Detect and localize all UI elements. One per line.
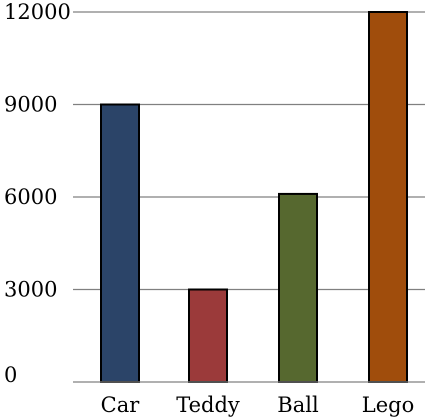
y-tick-label: 6000 xyxy=(4,185,57,209)
y-tick-label: 9000 xyxy=(4,93,57,117)
x-tick-label-car: Car xyxy=(101,393,141,417)
bar-teddy xyxy=(188,288,228,383)
x-tick-label-lego: Lego xyxy=(362,393,414,417)
x-tick-label-ball: Ball xyxy=(277,393,319,417)
y-axis-tick-labels: 0 3000 6000 9000 12000 xyxy=(4,0,71,387)
y-tick-label: 3000 xyxy=(4,278,57,302)
x-tick-label-teddy: Teddy xyxy=(176,393,240,417)
bar-ball xyxy=(278,192,318,383)
bar-car xyxy=(100,103,140,383)
y-tick-label: 12000 xyxy=(4,0,71,24)
x-axis-category-labels: Car Teddy Ball Lego xyxy=(101,393,415,417)
y-tick-label: 0 xyxy=(4,363,17,387)
bar-lego xyxy=(368,11,408,383)
